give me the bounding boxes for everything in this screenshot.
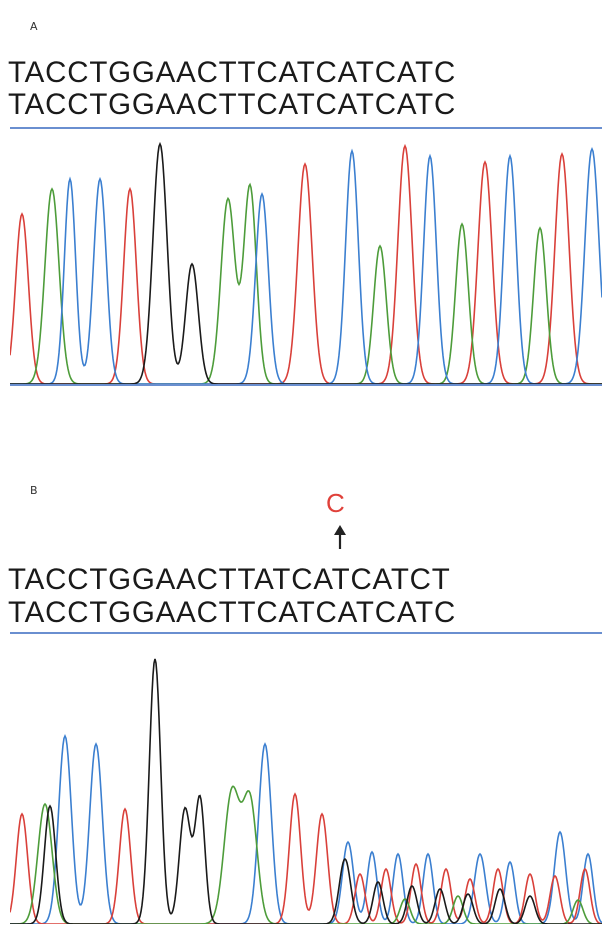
trace-g — [10, 658, 602, 924]
panel-a-chromatogram — [10, 127, 602, 386]
panel-a-sequence-bottom: TACCTGGAACTTCATCATCATC — [8, 88, 457, 121]
trace-c — [10, 733, 602, 924]
panel-a-sequence-top: TACCTGGAACTTCATCATCATC — [8, 56, 457, 89]
mutation-base-label: C — [326, 488, 345, 518]
panel-b-sequence-top: TACCTGGAACTTATCATCATCT — [8, 563, 451, 596]
panel-b-trace-plot — [10, 658, 602, 924]
trace-t — [10, 792, 602, 924]
mutation-arrow-icon — [334, 525, 346, 549]
panel-b-label: B — [30, 484, 38, 497]
trace-a — [10, 182, 602, 384]
trace-c — [10, 146, 602, 384]
panel-a-label: A — [30, 20, 38, 33]
panel-b-sequence-bottom: TACCTGGAACTTCATCATCATC — [8, 596, 457, 629]
panel-a-trace-plot — [10, 141, 602, 384]
panel-b-chromatogram — [10, 632, 602, 924]
